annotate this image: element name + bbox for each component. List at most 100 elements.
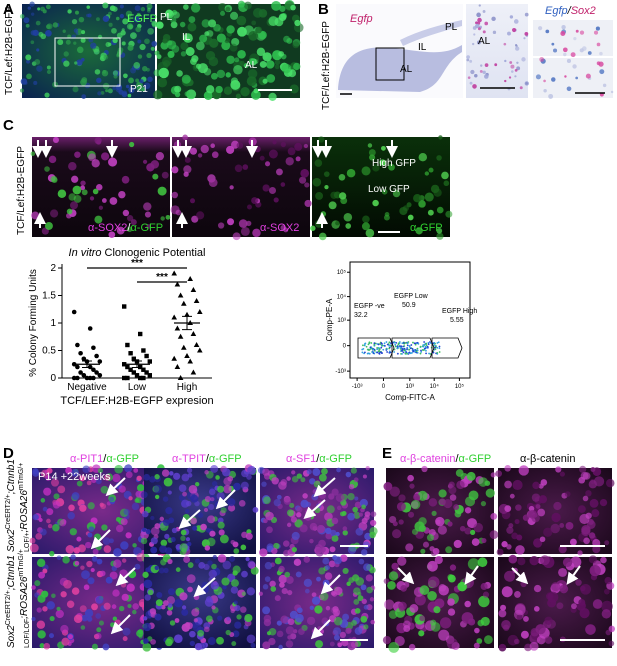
cell	[32, 469, 40, 477]
cell	[298, 628, 305, 635]
cell	[168, 517, 175, 524]
cell	[255, 26, 262, 34]
cell	[137, 54, 143, 59]
point	[174, 281, 181, 287]
cell	[167, 558, 173, 565]
cell	[219, 10, 226, 16]
cell	[466, 471, 476, 481]
cell	[91, 603, 98, 611]
cell	[342, 613, 350, 621]
cell	[132, 609, 137, 615]
cell	[400, 585, 408, 592]
point	[75, 375, 80, 381]
cell	[481, 537, 487, 544]
cell	[180, 51, 187, 57]
cell	[476, 12, 481, 18]
cell	[422, 541, 430, 548]
probe-label: Egfp/Sox2	[545, 5, 596, 17]
cell	[392, 189, 401, 198]
cell	[60, 624, 69, 634]
event	[393, 351, 396, 353]
superscript: CreERT2/+	[5, 494, 12, 529]
cell	[246, 634, 256, 644]
cell	[296, 506, 303, 513]
cell	[250, 566, 259, 575]
cell	[197, 629, 205, 637]
cell	[411, 528, 419, 535]
cell	[45, 475, 51, 481]
point	[177, 333, 184, 339]
cell	[492, 30, 497, 35]
cell	[34, 580, 41, 587]
event	[388, 347, 391, 350]
probe-b: Sox2	[571, 5, 596, 17]
cell	[233, 482, 241, 491]
cell	[407, 214, 414, 221]
cell	[192, 622, 202, 632]
event	[376, 347, 379, 349]
cell	[278, 481, 287, 490]
cell	[466, 55, 470, 59]
cell	[131, 502, 140, 511]
cell	[589, 564, 601, 577]
sep: /	[127, 222, 131, 234]
cell	[185, 622, 193, 630]
cell	[256, 47, 266, 57]
cell	[338, 192, 347, 200]
cell	[179, 21, 186, 28]
cell	[182, 134, 188, 141]
cell	[392, 529, 402, 539]
cell	[102, 69, 107, 74]
event	[433, 342, 436, 344]
cell	[208, 503, 215, 510]
cell	[485, 488, 495, 498]
x-tick-label: -10³	[352, 384, 363, 390]
cell	[134, 563, 141, 570]
cell	[354, 608, 361, 614]
cell	[588, 555, 597, 564]
event	[377, 343, 380, 346]
cell	[210, 497, 215, 502]
event	[420, 351, 423, 353]
title-italic: In vitro	[69, 247, 102, 259]
cell	[165, 214, 171, 220]
cell	[553, 48, 558, 53]
cell	[63, 60, 70, 67]
point	[187, 358, 193, 364]
cell	[87, 502, 95, 510]
cell	[547, 591, 559, 603]
cell	[220, 507, 227, 514]
panel-letter: D	[3, 445, 14, 462]
column-header: α-TPIT/α-GFP	[172, 453, 242, 465]
tissue	[338, 45, 462, 92]
cell	[130, 219, 137, 226]
cell	[44, 92, 50, 98]
cell	[333, 556, 342, 565]
column-header: α-β-catenin/α-GFP	[400, 453, 491, 465]
cell	[262, 606, 271, 615]
event	[378, 352, 381, 355]
channel-label: α-SOX2	[260, 222, 299, 234]
cell	[544, 636, 553, 644]
stain-a: α-SF1	[286, 453, 316, 465]
probe-label: Egfp	[350, 13, 373, 25]
cell	[240, 606, 247, 613]
cell	[361, 222, 370, 231]
cell	[97, 91, 102, 96]
cell	[350, 467, 357, 474]
cell	[265, 511, 274, 521]
cell	[26, 59, 31, 64]
cell	[570, 556, 582, 568]
point	[171, 270, 177, 276]
cell	[118, 485, 126, 493]
cell	[601, 609, 612, 619]
cell	[562, 557, 573, 568]
cell	[551, 77, 556, 82]
micrograph	[533, 20, 613, 56]
cell	[102, 2, 109, 9]
cell	[348, 577, 355, 584]
cell	[45, 4, 51, 10]
cell	[75, 10, 79, 15]
cell	[585, 490, 592, 497]
cell	[150, 638, 156, 645]
